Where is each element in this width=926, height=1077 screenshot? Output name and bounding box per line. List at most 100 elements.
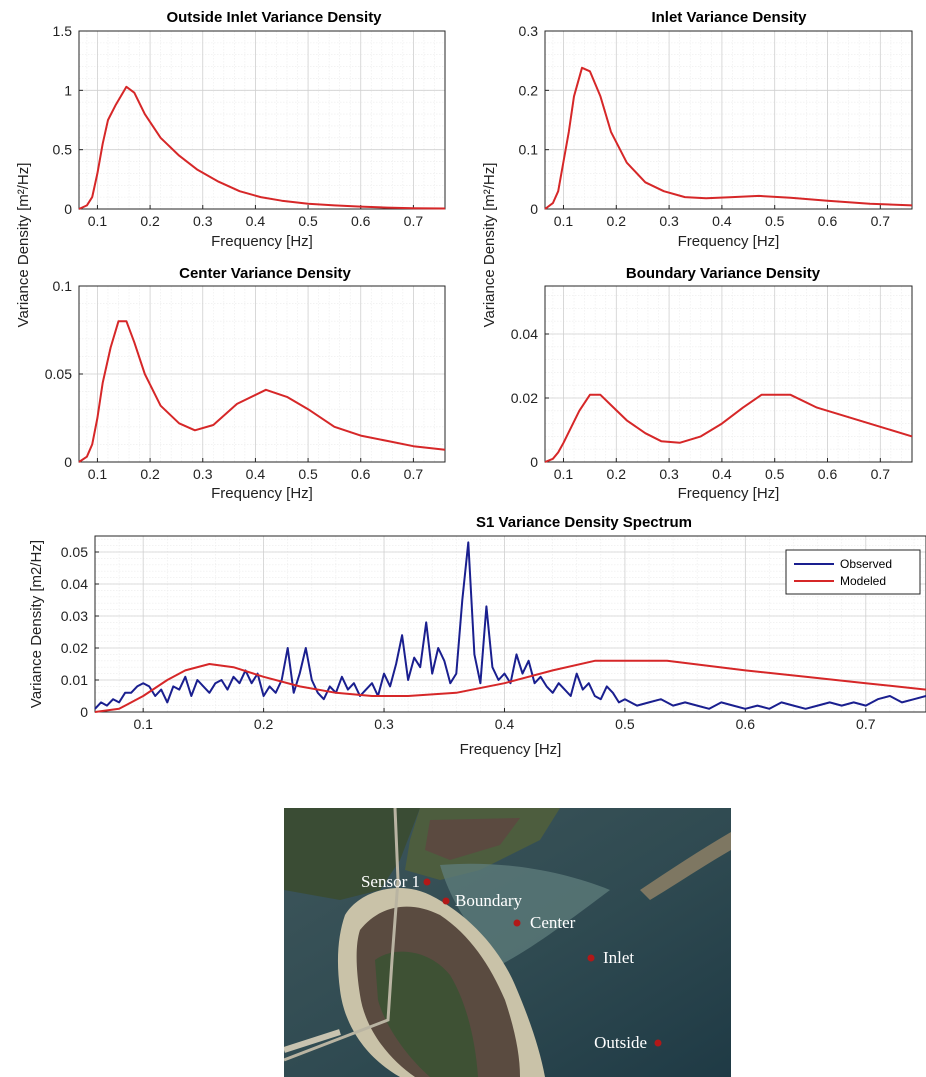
y-tick-label: 0.1: [53, 278, 73, 294]
x-tick-label: 0.2: [254, 716, 274, 732]
y-tick-label: 1.5: [53, 23, 73, 39]
x-tick-label: 0.7: [856, 716, 876, 732]
series-line-1: [94, 659, 926, 713]
plot-frame: [78, 30, 446, 210]
map-marker-sensor1: Sensor 1: [361, 872, 431, 891]
map-marsh-dark: [425, 818, 520, 860]
chart-title-center: Center Variance Density: [179, 265, 351, 282]
legend-box: [785, 549, 921, 595]
x-tick-label: 0.1: [133, 716, 153, 732]
map-marker-boundary: Boundary: [442, 891, 523, 910]
plot-area: [78, 30, 446, 210]
plot-frame: [78, 285, 446, 463]
map-marker-outside: Outside: [594, 1033, 662, 1052]
x-tick-label: 0.3: [659, 213, 679, 229]
map-bridge: [284, 1029, 341, 1053]
plot-area: [544, 285, 913, 463]
y-axis-label-right: Variance Density [m²/Hz]: [481, 163, 498, 328]
svg-text:Inlet: Inlet: [603, 948, 634, 967]
map-mainland-marsh: [284, 808, 420, 900]
series-line-0: [78, 85, 446, 210]
y-tick-label: 0.2: [519, 82, 539, 98]
chart-title-outside: Outside Inlet Variance Density: [166, 9, 382, 26]
x-tick-label: 0.5: [298, 213, 318, 229]
legend-entry: Observed: [840, 557, 892, 571]
x-tick-label: 0.4: [246, 466, 266, 482]
x-tick-label: 0.3: [193, 466, 213, 482]
chart-title-boundary: Boundary Variance Density: [626, 265, 821, 282]
x-tick-label: 0.2: [607, 466, 627, 482]
x-axis-label: Frequency [Hz]: [211, 233, 313, 250]
chart-center: 0.1 0.2 0.3 0.4 0.5 0.6 0.7 0 0.05 0.1 Frequency […: [45, 278, 446, 502]
x-tick-label: 0.6: [351, 213, 371, 229]
map-marker-center: Center: [513, 913, 576, 932]
x-tick-label: 0.7: [871, 213, 891, 229]
x-tick-label: 0.6: [736, 716, 756, 732]
y-tick-label: 0: [64, 201, 72, 217]
svg-text:Center: Center: [530, 913, 576, 932]
chart-title-s1: S1 Variance Density Spectrum: [476, 514, 692, 531]
y-tick-label: 0.1: [519, 142, 539, 158]
x-tick-label: 0.3: [659, 466, 679, 482]
x-tick-label: 0.2: [140, 466, 160, 482]
x-tick-label: 0.2: [607, 213, 627, 229]
y-tick-label: 0.3: [519, 23, 539, 39]
chart-s1-spectrum: 0.1 0.2 0.3 0.4 0.5 0.6 0.7 0 0.01 0.02 0.03 0.04 0.…: [28, 535, 926, 758]
y-tick-label: 0.5: [53, 142, 73, 158]
x-tick-label: 0.1: [88, 466, 108, 482]
chart-boundary: 0.1 0.2 0.3 0.4 0.5 0.6 0.7 0 0.02 0.04 Frequency …: [511, 285, 913, 502]
y-tick-label: 0.04: [511, 326, 538, 342]
map-island-forest: [375, 951, 478, 1077]
y-tick-label: 0: [80, 704, 88, 720]
x-tick-label: 0.7: [404, 213, 424, 229]
chart-inlet: 0.1 0.2 0.3 0.4 0.5 0.6 0.7 0 0.1 0.2 0.3 Frequency…: [519, 23, 913, 250]
x-axis-label: Frequency [Hz]: [678, 233, 780, 250]
svg-text:Sensor 1: Sensor 1: [361, 872, 420, 891]
y-tick-label: 0.01: [61, 672, 88, 688]
y-tick-label: 0.05: [61, 544, 88, 560]
x-tick-label: 0.7: [871, 466, 891, 482]
y-tick-label: 0.03: [61, 608, 88, 624]
legend-entry: Modeled: [840, 574, 886, 588]
y-tick-label: 0.04: [61, 576, 88, 592]
y-tick-label: 0.02: [61, 640, 88, 656]
x-tick-label: 0.3: [374, 716, 394, 732]
map-causeway: [284, 808, 400, 1062]
x-tick-label: 0.5: [765, 466, 785, 482]
y-axis-label-left: Variance Density [m²/Hz]: [15, 163, 32, 328]
series-line-0: [544, 393, 913, 463]
x-tick-label: 0.5: [765, 213, 785, 229]
x-tick-label: 0.5: [298, 466, 318, 482]
series-line-0: [78, 320, 446, 463]
x-axis-label: Frequency [Hz]: [460, 741, 562, 758]
x-tick-label: 0.7: [404, 466, 424, 482]
series-line-0: [94, 541, 926, 710]
x-tick-label: 0.6: [818, 213, 838, 229]
x-tick-label: 0.4: [712, 466, 732, 482]
x-tick-label: 0.4: [495, 716, 515, 732]
y-tick-label: 0.02: [511, 390, 538, 406]
x-tick-label: 0.6: [351, 466, 371, 482]
x-tick-label: 0.3: [193, 213, 213, 229]
chart-outside-inlet: 0.1 0.2 0.3 0.4 0.5 0.6 0.7 0 0.5 1 1.5 Frequency […: [53, 23, 446, 250]
y-tick-label: 0: [64, 454, 72, 470]
plot-frame: [544, 285, 913, 463]
chart-title-inlet: Inlet Variance Density: [651, 9, 807, 26]
map-east-spit: [640, 832, 731, 900]
plot-area: [544, 30, 913, 210]
y-tick-label: 0: [530, 201, 538, 217]
x-axis-label: Frequency [Hz]: [211, 485, 313, 502]
plot-frame: [94, 535, 926, 713]
y-tick-label: 0: [530, 454, 538, 470]
y-tick-label: 0.05: [45, 366, 72, 382]
x-tick-label: 0.1: [554, 466, 574, 482]
svg-text:Outside: Outside: [594, 1033, 647, 1052]
y-tick-label: 1: [64, 82, 72, 98]
x-tick-label: 0.6: [818, 466, 838, 482]
y-axis-label: Variance Density [m2/Hz]: [28, 540, 45, 708]
x-tick-label: 0.5: [615, 716, 635, 732]
x-tick-label: 0.4: [246, 213, 266, 229]
map-marker-inlet: Inlet: [587, 948, 634, 967]
plot-frame: [544, 30, 913, 210]
